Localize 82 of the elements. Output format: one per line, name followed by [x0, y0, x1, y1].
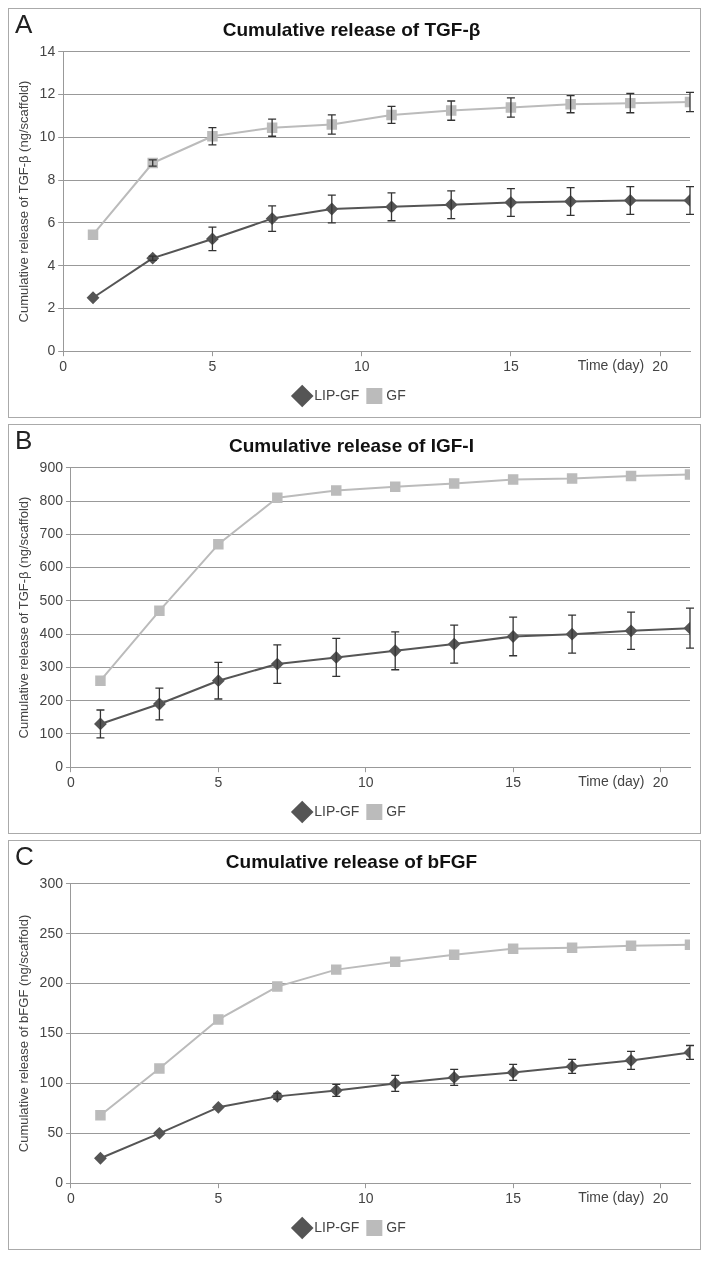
- point: [625, 940, 637, 951]
- point: [448, 478, 460, 489]
- chart-title: Cumulative release of bFGF: [225, 850, 478, 872]
- x-tick-label: 10: [353, 358, 370, 375]
- point: [213, 1014, 224, 1025]
- legend-label: LIP-GF: [314, 802, 360, 819]
- point: [566, 473, 578, 484]
- y-axis-title: Cumulative release of bFGF (ng/scaffold): [16, 914, 32, 1153]
- y-tick-label: 600: [39, 558, 64, 575]
- y-tick-label: 500: [39, 591, 64, 608]
- point: [331, 485, 342, 496]
- y-tick-label: 10: [39, 128, 56, 145]
- point: [87, 291, 100, 304]
- y-tick-label: 200: [39, 974, 64, 991]
- point: [87, 229, 99, 240]
- x-tick-label: 20: [652, 774, 669, 791]
- x-tick-label: 20: [652, 1190, 669, 1207]
- x-tick-label: 0: [67, 774, 76, 791]
- point: [331, 964, 342, 975]
- x-tick-label: 15: [503, 358, 519, 375]
- point: [272, 981, 283, 992]
- y-tick-label: 300: [39, 874, 64, 891]
- y-tick-label: 0: [55, 758, 64, 775]
- point: [566, 942, 578, 953]
- x-tick-label: 15: [505, 774, 522, 791]
- y-tick-label: 100: [39, 724, 64, 741]
- y-tick-label: 700: [39, 525, 64, 542]
- legend-label: GF: [386, 802, 406, 819]
- y-tick-label: 200: [39, 691, 64, 708]
- point: [95, 675, 106, 686]
- x-tick-label: 20: [652, 358, 669, 375]
- y-tick-label: 6: [47, 213, 56, 230]
- point: [272, 492, 283, 503]
- point: [625, 470, 637, 482]
- y-tick-label: 50: [47, 1124, 64, 1141]
- y-tick-label: 8: [47, 170, 56, 187]
- legend-label: GF: [386, 1218, 406, 1235]
- y-axis-title: Cumulative release of TGF-β (ng/scaffold): [16, 496, 32, 739]
- x-axis-title: Time (day): [578, 773, 645, 790]
- y-tick-label: 14: [39, 42, 56, 59]
- y-tick-label: 100: [39, 1074, 64, 1091]
- x-tick-label: 5: [208, 358, 217, 375]
- x-tick-label: 0: [67, 1190, 76, 1207]
- point: [94, 1152, 107, 1165]
- chart-title: Cumulative release of IGF-I: [229, 434, 474, 456]
- x-axis-title: Time (day): [577, 357, 645, 374]
- point: [95, 1110, 106, 1121]
- point: [389, 956, 401, 967]
- point: [153, 1127, 166, 1140]
- legend-label: LIP-GF: [314, 1218, 360, 1235]
- x-tick-label: 10: [357, 774, 374, 791]
- x-tick-label: 5: [214, 1190, 223, 1207]
- point: [507, 474, 519, 485]
- x-tick-label: 15: [505, 1190, 522, 1207]
- point: [213, 539, 224, 550]
- point: [389, 481, 401, 493]
- point: [212, 1101, 225, 1114]
- text: B: [15, 425, 33, 456]
- point: [448, 949, 460, 960]
- y-tick-label: 900: [39, 458, 64, 475]
- y-tick-label: 400: [39, 624, 64, 641]
- x-axis-title: Time (day): [578, 1189, 645, 1206]
- legend-label: GF: [386, 386, 406, 403]
- point: [507, 943, 519, 954]
- legend-label: LIP-GF: [314, 386, 360, 403]
- y-tick-label: 0: [55, 1174, 64, 1191]
- x-tick-label: 5: [214, 774, 223, 791]
- y-tick-label: 0: [47, 342, 56, 359]
- y-tick-label: 2: [47, 299, 56, 316]
- text: A: [15, 9, 33, 40]
- point: [154, 605, 165, 617]
- y-tick-label: 4: [47, 256, 56, 273]
- chart-title: Cumulative release of TGF-β: [222, 18, 481, 40]
- y-axis-title: Cumulative release of TGF-β (ng/scaffold): [16, 80, 32, 323]
- x-tick-label: 10: [357, 1190, 374, 1207]
- point: [154, 1063, 165, 1074]
- y-tick-label: 250: [39, 924, 64, 941]
- y-tick-label: 800: [39, 491, 64, 508]
- y-tick-label: 150: [39, 1024, 64, 1041]
- text: C: [15, 841, 34, 872]
- y-tick-label: 12: [39, 85, 56, 102]
- y-tick-label: 300: [39, 658, 64, 675]
